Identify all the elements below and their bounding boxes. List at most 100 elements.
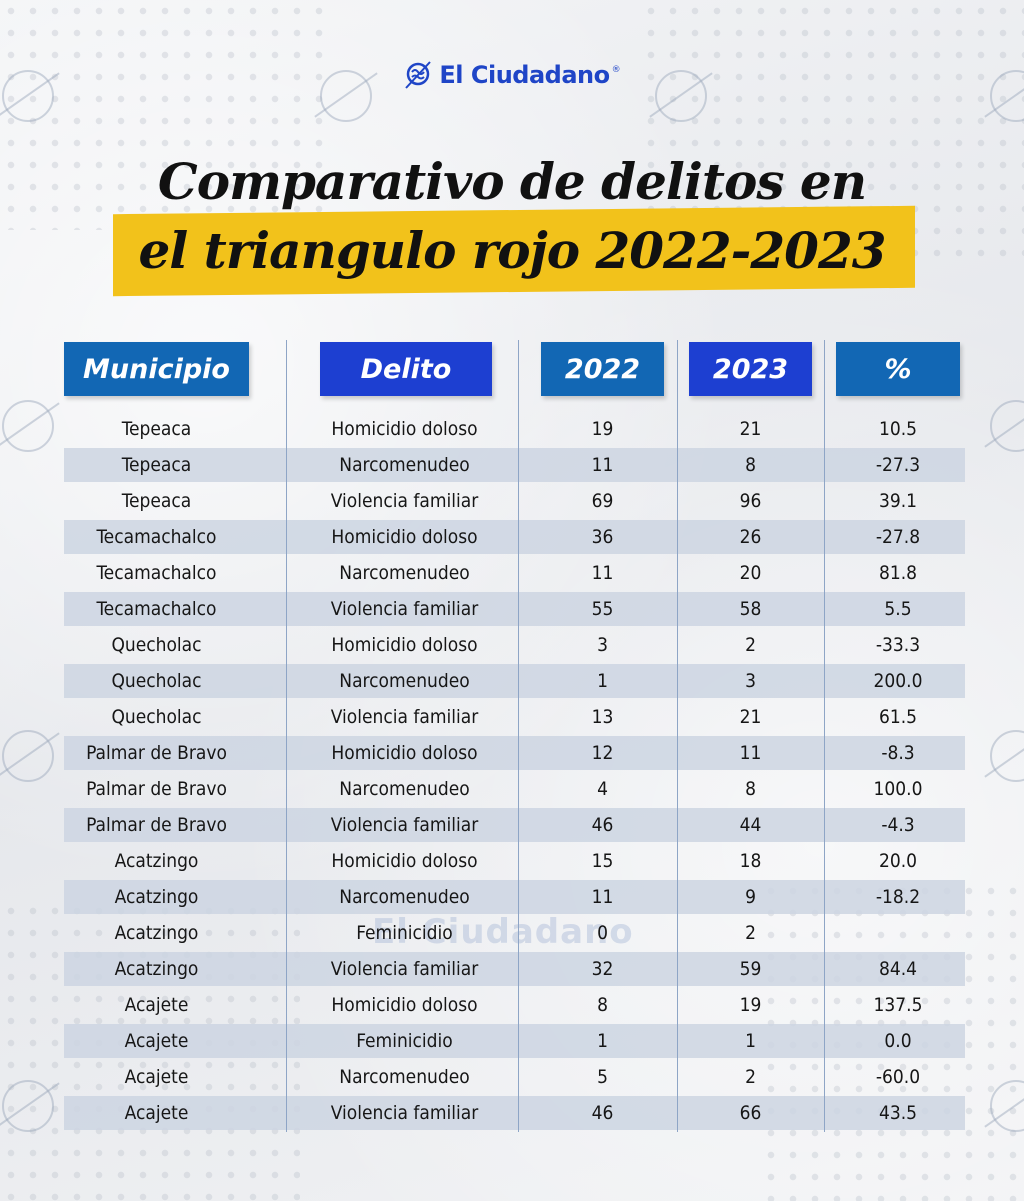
column-header-municipio: Municipio <box>64 342 249 396</box>
brain-arrow-icon <box>2 730 54 782</box>
percent-change-cell: 39.1 <box>878 490 918 512</box>
municipio-cell: Acajete <box>124 1102 189 1124</box>
value-2022-cell: 55 <box>591 598 614 620</box>
municipio-cell: Acatzingo <box>114 922 199 944</box>
municipio-cell: Tepeaca <box>121 454 192 476</box>
delito-cell: Homicidio doloso <box>331 526 478 548</box>
value-2023-cell: 20 <box>739 562 762 584</box>
table-row: Acatzingo Homicidio doloso 15 18 20.0 <box>64 843 965 879</box>
value-2022-cell: 69 <box>591 490 614 512</box>
percent-change-cell: 84.4 <box>878 958 918 980</box>
municipio-cell: Acajete <box>124 1030 189 1052</box>
municipio-cell: Palmar de Bravo <box>86 778 227 800</box>
percent-change-cell <box>836 915 960 951</box>
value-2022-cell: 8 <box>597 994 608 1016</box>
brand-name: El Ciudadano <box>439 61 610 89</box>
percent-change-cell: 100.0 <box>873 778 923 800</box>
title-line-1: Comparativo de delitos en <box>157 152 867 211</box>
table-row: Palmar de Bravo Homicidio doloso 12 11 -8.3 <box>64 735 965 771</box>
table-row: Acatzingo Narcomenudeo 11 9 -18.2 <box>64 879 965 915</box>
percent-change-cell: 200.0 <box>873 670 923 692</box>
table-row: Tepeaca Narcomenudeo 11 8 -27.3 <box>64 447 965 483</box>
value-2022-cell: 11 <box>591 562 614 584</box>
column-header-percent: % <box>836 342 960 396</box>
value-2022-cell: 19 <box>591 418 614 440</box>
delito-cell: Feminicidio <box>356 1030 453 1052</box>
column-header-2022: 2022 <box>541 342 664 396</box>
percent-change-cell: -4.3 <box>881 814 915 836</box>
value-2022-cell: 32 <box>591 958 614 980</box>
table-row: Acatzingo Feminicidio 0 2 <box>64 915 965 951</box>
value-2022-cell: 46 <box>591 814 614 836</box>
value-2023-cell: 11 <box>739 742 762 764</box>
percent-change-cell: 5.5 <box>884 598 912 620</box>
value-2023-cell: 8 <box>745 454 756 476</box>
value-2022-cell: 11 <box>591 886 614 908</box>
value-2023-cell: 19 <box>739 994 762 1016</box>
value-2022-cell: 1 <box>597 1030 608 1052</box>
value-2023-cell: 3 <box>745 670 756 692</box>
delito-cell: Homicidio doloso <box>331 850 478 872</box>
value-2023-cell: 66 <box>739 1102 762 1124</box>
delito-cell: Homicidio doloso <box>331 742 478 764</box>
table-row: Acajete Homicidio doloso 8 19 137.5 <box>64 987 965 1023</box>
value-2022-cell: 3 <box>597 634 608 656</box>
value-2023-cell: 21 <box>739 706 762 728</box>
table-row: Acajete Feminicidio 1 1 0.0 <box>64 1023 965 1059</box>
table-row: Tepeaca Violencia familiar 69 96 39.1 <box>64 483 965 519</box>
delito-cell: Narcomenudeo <box>339 670 470 692</box>
brand-logo: El Ciudadano ® <box>0 60 1024 90</box>
municipio-cell: Palmar de Bravo <box>86 742 227 764</box>
value-2023-cell: 18 <box>739 850 762 872</box>
brain-arrow-icon <box>655 70 707 122</box>
column-divider <box>677 340 678 1132</box>
brain-logo-icon <box>405 61 432 89</box>
municipio-cell: Acatzingo <box>114 958 199 980</box>
table-row: Acajete Violencia familiar 46 66 43.5 <box>64 1095 965 1131</box>
delito-cell: Feminicidio <box>356 922 453 944</box>
table-row: Acajete Narcomenudeo 5 2 -60.0 <box>64 1059 965 1095</box>
delito-cell: Narcomenudeo <box>339 562 470 584</box>
value-2023-cell: 2 <box>745 922 756 944</box>
value-2023-cell: 2 <box>745 1066 756 1088</box>
value-2023-cell: 59 <box>739 958 762 980</box>
value-2023-cell: 96 <box>739 490 762 512</box>
municipio-cell: Quecholac <box>111 634 202 656</box>
table-row: Tecamachalco Narcomenudeo 11 20 81.8 <box>64 555 965 591</box>
column-header-2023: 2023 <box>689 342 812 396</box>
municipio-cell: Acatzingo <box>114 850 199 872</box>
municipio-cell: Tecamachalco <box>96 562 217 584</box>
table-row: Tepeaca Homicidio doloso 19 21 10.5 <box>64 411 965 447</box>
title-line-2: el triangulo rojo 2022-2023 <box>138 221 886 280</box>
percent-change-cell: -8.3 <box>881 742 915 764</box>
column-divider <box>824 340 825 1132</box>
percent-change-cell: 137.5 <box>873 994 923 1016</box>
brain-arrow-icon <box>2 70 54 122</box>
municipio-cell: Palmar de Bravo <box>86 814 227 836</box>
municipio-cell: Tecamachalco <box>96 526 217 548</box>
municipio-cell: Acajete <box>124 994 189 1016</box>
table-row: Quecholac Violencia familiar 13 21 61.5 <box>64 699 965 735</box>
table-row: Tecamachalco Homicidio doloso 36 26 -27.8 <box>64 519 965 555</box>
percent-change-cell: -33.3 <box>875 634 921 656</box>
municipio-cell: Tepeaca <box>121 418 192 440</box>
value-2022-cell: 1 <box>597 670 608 692</box>
table-row: Acatzingo Violencia familiar 32 59 84.4 <box>64 951 965 987</box>
table-row: Tecamachalco Violencia familiar 55 58 5.5 <box>64 591 965 627</box>
value-2022-cell: 46 <box>591 1102 614 1124</box>
value-2022-cell: 0 <box>597 922 608 944</box>
municipio-cell: Acatzingo <box>114 886 199 908</box>
watermark-text: El Ciudadano <box>372 912 634 952</box>
value-2022-cell: 11 <box>591 454 614 476</box>
value-2023-cell: 26 <box>739 526 762 548</box>
delito-cell: Violencia familiar <box>330 1102 479 1124</box>
registered-mark: ® <box>611 65 621 75</box>
value-2023-cell: 58 <box>739 598 762 620</box>
percent-change-cell: -27.8 <box>875 526 921 548</box>
municipio-cell: Tecamachalco <box>96 598 217 620</box>
delito-cell: Violencia familiar <box>330 490 479 512</box>
value-2022-cell: 15 <box>591 850 614 872</box>
percent-change-cell: 61.5 <box>878 706 918 728</box>
municipio-cell: Acajete <box>124 1066 189 1088</box>
table-row: Palmar de Bravo Narcomenudeo 4 8 100.0 <box>64 771 965 807</box>
